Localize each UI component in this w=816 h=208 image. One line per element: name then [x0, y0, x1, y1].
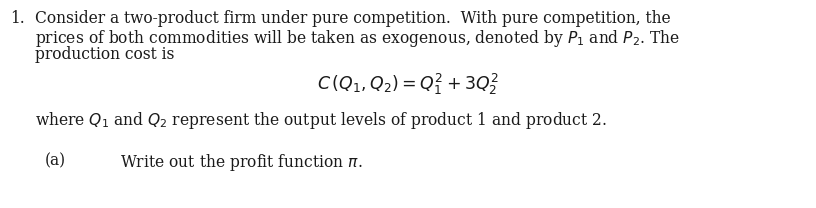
- Text: Write out the profit function $\pi$.: Write out the profit function $\pi$.: [120, 152, 362, 173]
- Text: (a): (a): [45, 152, 66, 169]
- Text: $C\,(Q_1, Q_2) = Q_1^2 + 3Q_2^2$: $C\,(Q_1, Q_2) = Q_1^2 + 3Q_2^2$: [317, 72, 499, 97]
- Text: where $Q_1$ and $Q_2$ represent the output levels of product 1 and product 2.: where $Q_1$ and $Q_2$ represent the outp…: [35, 110, 607, 131]
- Text: 1.: 1.: [10, 10, 24, 27]
- Text: prices of both commodities will be taken as exogenous, denoted by $P_1$ and $P_2: prices of both commodities will be taken…: [35, 28, 680, 49]
- Text: production cost is: production cost is: [35, 46, 175, 63]
- Text: Consider a two-product firm under pure competition.  With pure competition, the: Consider a two-product firm under pure c…: [35, 10, 671, 27]
